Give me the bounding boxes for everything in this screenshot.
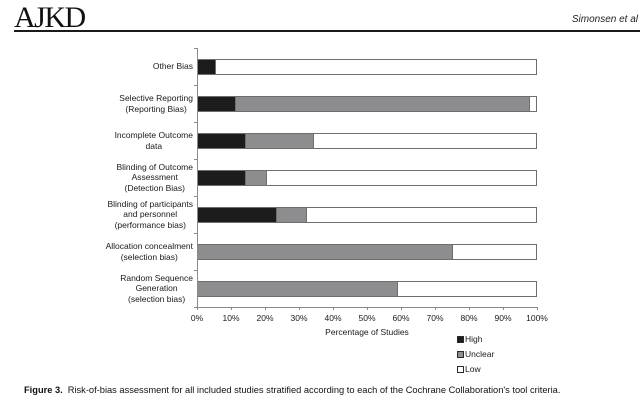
x-tick-label: 0% [190, 313, 204, 323]
y-tick [194, 196, 197, 197]
figure-caption-text: Risk-of-bias assessment for all included… [67, 385, 561, 395]
chart-row: Allocation concealment (selection bias) [0, 233, 643, 270]
category-label: Incomplete Outcome data [114, 130, 193, 151]
x-tick [197, 307, 198, 310]
y-tick [194, 85, 197, 86]
bar-segment-low [306, 208, 536, 222]
legend-swatch-unclear [457, 350, 464, 358]
category-label: Blinding of Outcome Assessment (Detectio… [116, 162, 193, 193]
x-tick-label: 20% [256, 313, 274, 323]
bar-segment-low [451, 245, 536, 259]
risk-of-bias-chart: Other Bias Selective Reporting (Reporting… [0, 46, 643, 374]
legend-label: High [465, 334, 483, 344]
legend-swatch-high [457, 335, 464, 343]
y-tick [194, 233, 197, 234]
stacked-bar [197, 133, 537, 149]
x-tick [401, 307, 402, 310]
category-label: Blinding of participants and personnel (… [107, 199, 193, 230]
figure-caption-label: Figure 3. [24, 385, 63, 395]
x-tick [435, 307, 436, 310]
legend-swatch-low [457, 365, 464, 373]
x-tick-label: 30% [290, 313, 308, 323]
bar-segment-unclear [245, 134, 313, 148]
category-label: Other Bias [152, 61, 193, 72]
y-tick [194, 159, 197, 160]
x-tick-label: 80% [460, 313, 478, 323]
x-tick [469, 307, 470, 310]
chart-row: Blinding of Outcome Assessment (Detectio… [0, 159, 643, 196]
bar-segment-low [214, 60, 536, 74]
bar-segment-low [529, 97, 536, 111]
legend-item: Unclear [457, 349, 494, 359]
legend-item: Low [457, 364, 494, 374]
stacked-bar [197, 244, 537, 260]
x-tick-label: 60% [392, 313, 410, 323]
legend-label: Low [465, 364, 481, 374]
bar-segment-unclear [275, 208, 307, 222]
bar-segment-high [198, 134, 246, 148]
bar-segment-high [198, 60, 215, 74]
x-tick [265, 307, 266, 310]
page-header: AJKD Simonsen et al [14, 0, 640, 34]
x-tick [299, 307, 300, 310]
x-tick-label: 90% [494, 313, 512, 323]
bar-segment-low [265, 171, 536, 185]
stacked-bar [197, 170, 537, 186]
chart-row: Random Sequence Generation (selection bi… [0, 270, 643, 307]
y-tick [194, 270, 197, 271]
x-tick [537, 307, 538, 310]
chart-row: Incomplete Outcome data [0, 122, 643, 159]
x-tick-label: 70% [426, 313, 444, 323]
x-tick [503, 307, 504, 310]
x-tick [367, 307, 368, 310]
bar-segment-high [198, 97, 236, 111]
running-author: Simonsen et al [571, 14, 638, 25]
category-label: Selective Reporting (Reporting Bias) [119, 93, 193, 114]
x-tick [333, 307, 334, 310]
bar-segment-unclear [198, 282, 398, 296]
bar-segment-high [198, 208, 276, 222]
bar-segment-unclear [245, 171, 266, 185]
legend-label: Unclear [465, 349, 495, 359]
bar-segment-unclear [198, 245, 452, 259]
bar-segment-low [397, 282, 536, 296]
x-tick-label: 10% [222, 313, 240, 323]
x-tick-label: 40% [324, 313, 342, 323]
chart-row: Other Bias [0, 48, 643, 85]
figure-caption: Figure 3. Risk-of-bias assessment for all… [24, 385, 634, 395]
journal-logo: AJKD [14, 1, 86, 34]
bar-segment-unclear [235, 97, 530, 111]
stacked-bar [197, 96, 537, 112]
stacked-bar [197, 281, 537, 297]
bar-segment-high [198, 171, 246, 185]
legend-item: High [457, 334, 494, 344]
chart-row: Blinding of participants and personnel (… [0, 196, 643, 233]
x-axis-title: Percentage of Studies [325, 327, 409, 337]
x-tick [231, 307, 232, 310]
y-axis-line [197, 48, 198, 307]
category-label: Allocation concealment (selection bias) [105, 241, 193, 262]
stacked-bar [197, 207, 537, 223]
y-tick [194, 307, 197, 308]
stacked-bar [197, 59, 537, 75]
chart-legend: High Unclear Low [457, 334, 494, 379]
category-label: Random Sequence Generation (selection bi… [120, 273, 193, 304]
x-tick-label: 50% [358, 313, 376, 323]
y-tick [194, 122, 197, 123]
bar-segment-low [312, 134, 536, 148]
chart-row: Selective Reporting (Reporting Bias) [0, 85, 643, 122]
y-tick [194, 48, 197, 49]
x-tick-label: 100% [526, 313, 548, 323]
